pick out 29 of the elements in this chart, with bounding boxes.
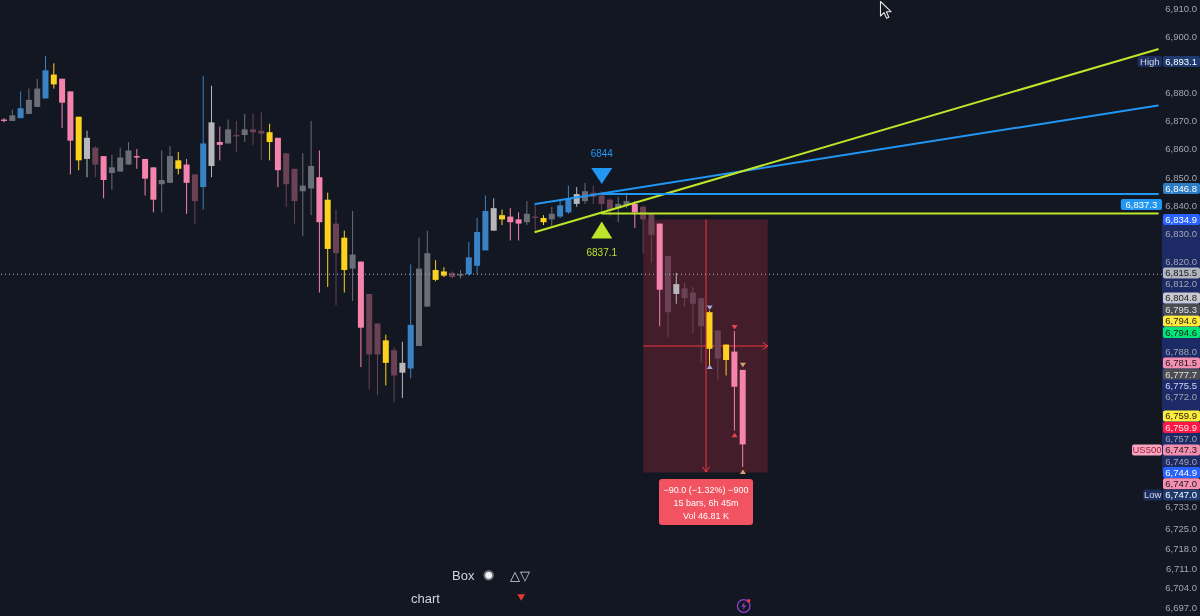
y-tick-label: 6,900.0 <box>1165 30 1197 42</box>
y-tick-label: 6,840.0 <box>1165 199 1197 211</box>
y-tick-label: 6,718.0 <box>1165 542 1197 554</box>
y-tick-label: 6,820.0 <box>1165 255 1197 267</box>
y-tick-label: 6,812.0 <box>1165 278 1197 290</box>
y-tick-label: 6,733.0 <box>1165 500 1197 512</box>
legend-label: 6837.1 <box>586 246 618 258</box>
annotation: Box <box>452 567 475 583</box>
annotation: 15 bars, 6h 45m <box>673 497 739 508</box>
y-tick-label: 6,850.0 <box>1165 171 1197 183</box>
y-tick-label: 6,788.0 <box>1165 345 1197 357</box>
y-tick-label: 6,830.0 <box>1165 227 1197 239</box>
annotation: −90.0 (−1.32%) −900 <box>663 485 749 496</box>
y-tick-label: 6,870.0 <box>1165 115 1197 127</box>
y-tick-label: 6,704.0 <box>1165 582 1197 594</box>
text: 6844 <box>590 147 614 159</box>
y-tick-label: 6,697.0 <box>1165 601 1197 613</box>
y-tick-label: 6,910.0 <box>1165 2 1197 14</box>
y-tick-label: 6,772.0 <box>1165 390 1197 402</box>
annotation: △▽ <box>510 567 530 583</box>
y-tick-label: 6,860.0 <box>1165 143 1197 155</box>
y-tick-label: 6,880.0 <box>1165 87 1197 99</box>
annotation: Vol 46.81 K <box>682 510 730 521</box>
y-tick-label: 6,749.0 <box>1165 455 1197 467</box>
y-tick-label: 6,725.0 <box>1165 523 1197 535</box>
annotation: chart <box>411 590 441 606</box>
y-tick-label: 6,757.0 <box>1165 433 1197 445</box>
annotation: 6,837.3 <box>1125 198 1158 210</box>
y-tick-label: 6,711.0 <box>1166 562 1197 574</box>
